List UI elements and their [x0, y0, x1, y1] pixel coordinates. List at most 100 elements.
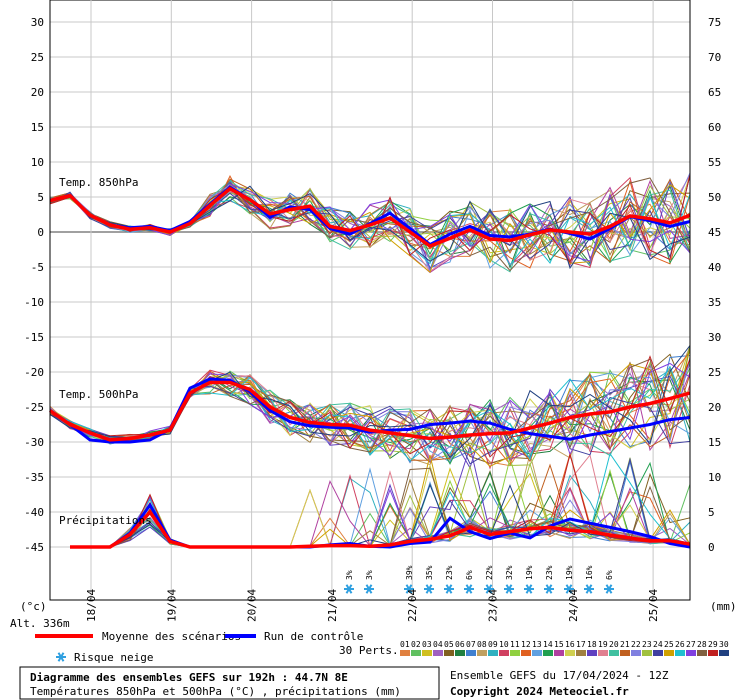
- ensemble-id: 23: [642, 640, 652, 649]
- snowflake-icon: [424, 584, 434, 594]
- snow-risk-percent: 32%: [505, 565, 514, 580]
- right-tick: 25: [708, 366, 721, 379]
- mean-precip-line: [70, 509, 691, 549]
- snow-risk-percent: 35%: [425, 565, 434, 580]
- left-axis-unit: (°c): [20, 600, 47, 613]
- snowflake-icon: [484, 584, 494, 594]
- ensemble-id: 13: [532, 640, 542, 649]
- ensemble-id: 06: [455, 640, 465, 649]
- right-tick: 15: [708, 436, 721, 449]
- ensemble-swatch: [433, 650, 443, 656]
- ensemble-swatch: [521, 650, 531, 656]
- right-tick: 65: [708, 86, 721, 99]
- ensemble-swatch: [686, 650, 696, 656]
- left-tick: 30: [31, 16, 44, 29]
- right-tick: 70: [708, 51, 721, 64]
- left-tick: -10: [24, 296, 44, 309]
- ensemble-id: 26: [675, 640, 685, 649]
- x-tick-label: 22/04: [406, 589, 419, 622]
- x-tick-label: 25/04: [647, 589, 660, 622]
- ensemble-swatch: [631, 650, 641, 656]
- control-t500-line: [49, 377, 691, 444]
- ensemble-swatch: [532, 650, 542, 656]
- right-tick: 50: [708, 191, 721, 204]
- ensemble-swatch: [488, 650, 498, 656]
- snow-risk-percent: 23%: [545, 565, 554, 580]
- ensemble-swatch: [675, 650, 685, 656]
- ensemble-swatch: [653, 650, 663, 656]
- ensemble-swatch: [708, 650, 718, 656]
- right-tick: 40: [708, 261, 721, 274]
- snowflake-icon: [524, 584, 534, 594]
- footer-subtitle: Températures 850hPa et 500hPa (°C) , pré…: [30, 685, 401, 698]
- x-axis-labels: 18/04 19/04 20/04 21/04 22/04 23/04 24/04 25/04: [85, 589, 660, 622]
- right-tick: 30: [708, 331, 721, 344]
- left-tick: -35: [24, 471, 44, 484]
- altitude-label: Alt. 336m: [10, 617, 70, 630]
- snowflake-icon: [564, 584, 574, 594]
- right-tick: 35: [708, 296, 721, 309]
- ensemble-swatch: [565, 650, 575, 656]
- ensemble-swatch: [499, 650, 509, 656]
- snowflake-icon: [404, 584, 414, 594]
- panel-label-t500: Temp. 500hPa: [59, 388, 138, 401]
- ensemble-swatch: [620, 650, 630, 656]
- ensemble-id: 20: [609, 640, 619, 649]
- left-tick: -30: [24, 436, 44, 449]
- ensemble-swatch: [466, 650, 476, 656]
- right-axis-unit: (mm): [710, 600, 737, 613]
- main-series: [48, 185, 691, 549]
- ensemble-swatch: [510, 650, 520, 656]
- snowflake-icon: [544, 584, 554, 594]
- footer-run: Ensemble GEFS du 17/04/2024 - 12Z: [450, 669, 669, 682]
- ensemble-id: 11: [510, 640, 520, 649]
- ensemble-swatch: [587, 650, 597, 656]
- ensemble-id: 17: [576, 640, 586, 649]
- legend-snow-label: Risque neige: [74, 651, 153, 664]
- snowflake-icon: [504, 584, 514, 594]
- x-tick-label: 23/04: [487, 589, 500, 622]
- right-tick: 10: [708, 471, 721, 484]
- ensemble-swatch: [697, 650, 707, 656]
- snow-risk-percent: 6%: [605, 570, 614, 580]
- right-tick: 75: [708, 16, 721, 29]
- snow-risk-row: 3% 3% 39% 35% 23% 6% 22% 32% 19% 23% 19% 16% 6%: [344, 565, 614, 594]
- snow-risk-percent: 22%: [485, 565, 494, 580]
- snowflake-icon: [584, 584, 594, 594]
- left-tick: 25: [31, 51, 44, 64]
- mean-t850-line: [49, 186, 691, 248]
- left-tick: -20: [24, 366, 44, 379]
- x-tick-label: 24/04: [567, 589, 580, 622]
- ensemble-swatch: [598, 650, 608, 656]
- snowflake-icon: [464, 584, 474, 594]
- snowflake-icon: [604, 584, 614, 594]
- ensemble-t850-line: [49, 183, 691, 262]
- snowflake-icon: [344, 584, 354, 594]
- ensemble-id: 22: [631, 640, 641, 649]
- left-tick: 5: [37, 191, 44, 204]
- ensemble-id: 19: [598, 640, 608, 649]
- x-tick-label: 20/04: [246, 589, 259, 622]
- left-tick: -40: [24, 506, 44, 519]
- ensemble-id: 04: [433, 640, 443, 649]
- x-tick-label: 18/04: [85, 589, 98, 622]
- ensemble-swatch: [411, 650, 421, 656]
- ensemble-id: 05: [444, 640, 454, 649]
- right-tick: 5: [708, 506, 715, 519]
- snow-risk-percent: 3%: [365, 570, 374, 580]
- x-tick-label: 19/04: [165, 589, 178, 622]
- ensemble-id: 28: [697, 640, 707, 649]
- legend-mean-label: Moyenne des scénarios: [102, 630, 241, 643]
- ensemble-swatch: [422, 650, 432, 656]
- snowflake-icon: [364, 584, 374, 594]
- ensemble-id: 08: [477, 640, 487, 649]
- right-tick: 0: [708, 541, 715, 554]
- ensemble-id: 10: [499, 640, 509, 649]
- ensemble-id: 01: [400, 640, 410, 649]
- ensemble-swatch: [554, 650, 564, 656]
- ensemble-id: 18: [587, 640, 597, 649]
- footer-copyright: Copyright 2024 Meteociel.fr: [450, 685, 629, 698]
- snow-risk-percent: 39%: [405, 565, 414, 580]
- legend-snow-icon: [56, 652, 66, 662]
